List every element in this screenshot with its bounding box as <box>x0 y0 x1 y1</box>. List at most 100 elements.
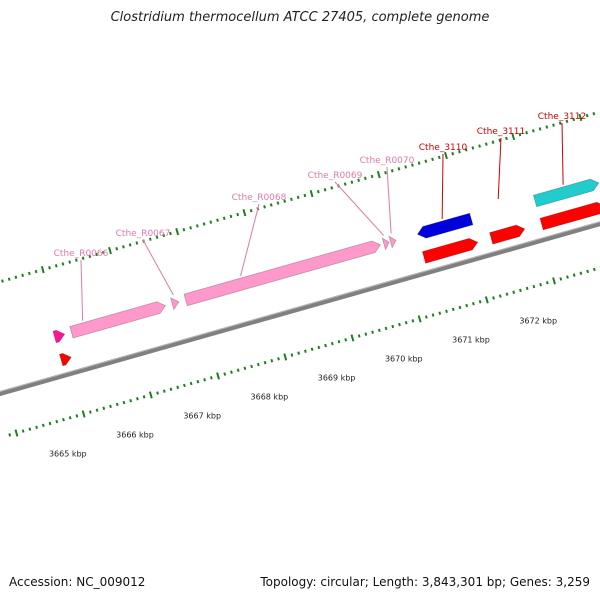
inner-tick <box>384 326 388 331</box>
inner-tick <box>350 334 355 342</box>
outer-tick <box>169 231 172 236</box>
inner-tick <box>256 362 260 367</box>
outer-tick <box>350 180 354 184</box>
outer-tick <box>464 148 468 152</box>
tick-label-3667: 3667 kbp <box>183 411 221 420</box>
inner-tick <box>484 296 489 304</box>
inner-tick <box>512 290 516 294</box>
outer-tick <box>397 167 401 171</box>
inner-tick <box>88 410 92 414</box>
outer-tick <box>437 155 441 160</box>
cthe_r0066-leader-line <box>80 259 84 321</box>
inner-tick <box>95 408 99 412</box>
cthe_3110-feature <box>416 212 474 239</box>
outer-tick <box>451 151 455 156</box>
inner-tick <box>236 368 240 372</box>
inner-tick <box>129 398 133 403</box>
outer-tick <box>155 235 159 240</box>
cthe_3112-label: Cthe_3112 <box>538 112 586 122</box>
inner-tick <box>364 332 368 336</box>
cthe_r0067-leader-line <box>142 239 174 296</box>
outer-tick <box>263 205 266 209</box>
outer-tick <box>303 193 307 198</box>
inner-tick <box>592 267 596 272</box>
inner-tick <box>109 404 112 409</box>
inner-tick <box>243 366 247 371</box>
outer-tick <box>189 226 193 230</box>
inner-tick <box>552 277 556 285</box>
outer-tick <box>565 119 569 124</box>
outer-tick <box>81 256 85 260</box>
outer-tick <box>61 262 65 266</box>
outer-tick <box>296 195 300 200</box>
inner-tick <box>451 307 455 312</box>
cthe_r0068-label: Cthe_R0068 <box>232 193 287 203</box>
outer-tick <box>478 144 481 148</box>
inner-tick <box>176 385 180 390</box>
outer-tick <box>538 127 542 131</box>
tick-label-3669: 3669 kbp <box>318 373 356 382</box>
inner-tick <box>438 311 442 315</box>
outer-tick <box>68 260 72 264</box>
cthe_r0068-leader-line <box>240 203 260 277</box>
inner-tick <box>115 402 119 407</box>
inner-tick <box>586 269 590 274</box>
inner-tick <box>283 353 288 361</box>
outer-tick <box>552 123 555 127</box>
inner-tick <box>545 281 549 285</box>
tick-label-3671: 3671 kbp <box>452 335 490 344</box>
outer-tick <box>491 140 495 144</box>
outer-tick <box>40 266 45 274</box>
outer-tick <box>95 252 98 257</box>
outer-tick <box>229 214 233 219</box>
inner-tick <box>371 330 374 334</box>
inner-tick <box>136 397 139 401</box>
feature-labels: Cthe_R0066 Cthe_R0067 Cthe_R0068 Cthe_R0069… <box>54 112 586 321</box>
outer-tick <box>518 132 522 137</box>
inner-tick <box>472 301 475 306</box>
inner-tick <box>317 345 321 350</box>
outer-tick <box>236 212 240 217</box>
cthe_r0069-leader-line <box>334 181 385 236</box>
inner-tick <box>148 391 153 399</box>
outer-tick <box>424 159 428 163</box>
inner-tick <box>505 292 509 296</box>
inner-tick <box>404 320 408 325</box>
outer-tick <box>323 188 327 192</box>
unnamed-8-feature <box>421 237 479 264</box>
backbone-highlight <box>0 221 600 392</box>
outer-tick <box>384 170 387 175</box>
unnamed-11-feature <box>539 201 600 231</box>
outer-tick <box>417 161 421 165</box>
cthe_r0067-feature <box>169 297 180 311</box>
outer-tick <box>1 279 4 283</box>
outer-tick <box>283 199 287 203</box>
outer-tick <box>7 277 11 281</box>
cthe_r0069-feature <box>381 237 390 251</box>
inner-tick <box>216 372 220 380</box>
cthe_r0069-label: Cthe_R0069 <box>308 171 363 181</box>
axis-labels: 3665 kbp 3666 kbp 3667 kbp 3668 kbp 3669 kbp… <box>49 316 557 458</box>
cthe_3112-feature <box>532 178 600 208</box>
outer-tick <box>14 275 18 279</box>
outer-tick <box>431 157 434 162</box>
inner-tick <box>270 359 274 363</box>
outer-tick <box>162 233 166 238</box>
inner-tick <box>519 288 522 293</box>
outer-tick <box>444 151 448 160</box>
inner-tick <box>310 347 314 352</box>
inner-tick <box>304 349 307 353</box>
inner-tick <box>196 379 200 384</box>
outer-tick <box>458 150 461 154</box>
outer-tick <box>343 182 347 186</box>
inner-tick <box>21 429 25 433</box>
outer-tick <box>330 186 334 190</box>
cthe_r0070-leader-line <box>386 166 392 234</box>
outer-tick <box>290 197 293 201</box>
outer-tick <box>54 264 58 268</box>
inner-tick <box>8 433 12 437</box>
outer-tick <box>309 189 314 198</box>
outer-tick <box>202 222 206 226</box>
outer-tick <box>572 117 576 122</box>
